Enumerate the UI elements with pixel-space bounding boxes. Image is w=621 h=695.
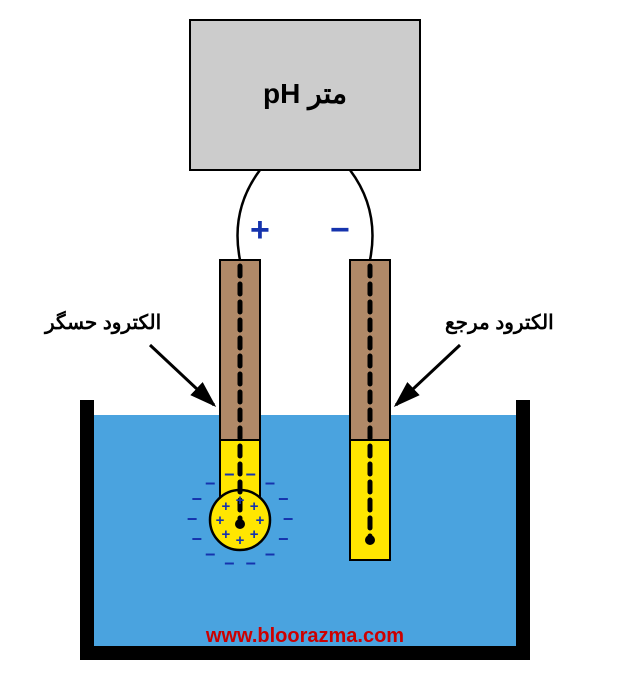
minus-sign: − xyxy=(330,211,350,250)
svg-text:+: + xyxy=(236,492,245,509)
reference-label: الکترود مرجع xyxy=(445,310,554,335)
url-text: www.bloorazma.com xyxy=(185,625,425,648)
svg-text:−: − xyxy=(191,529,202,549)
svg-text:−: − xyxy=(265,545,276,565)
meter-title: pH متر xyxy=(190,77,420,110)
svg-text:−: − xyxy=(224,553,235,573)
svg-text:+: + xyxy=(221,498,230,515)
plus-sign: + xyxy=(250,211,270,250)
svg-text:−: − xyxy=(265,473,276,493)
svg-text:−: − xyxy=(224,465,235,485)
svg-text:−: − xyxy=(205,545,216,565)
svg-text:−: − xyxy=(245,465,256,485)
svg-text:−: − xyxy=(278,489,289,509)
sensor-label: الکترود حسگر xyxy=(45,310,161,335)
svg-text:+: + xyxy=(236,532,245,549)
svg-text:+: + xyxy=(250,526,259,543)
svg-text:−: − xyxy=(187,509,198,529)
svg-text:−: − xyxy=(283,509,294,529)
svg-text:−: − xyxy=(278,529,289,549)
svg-text:−: − xyxy=(191,489,202,509)
svg-text:−: − xyxy=(245,553,256,573)
svg-text:−: − xyxy=(205,473,216,493)
